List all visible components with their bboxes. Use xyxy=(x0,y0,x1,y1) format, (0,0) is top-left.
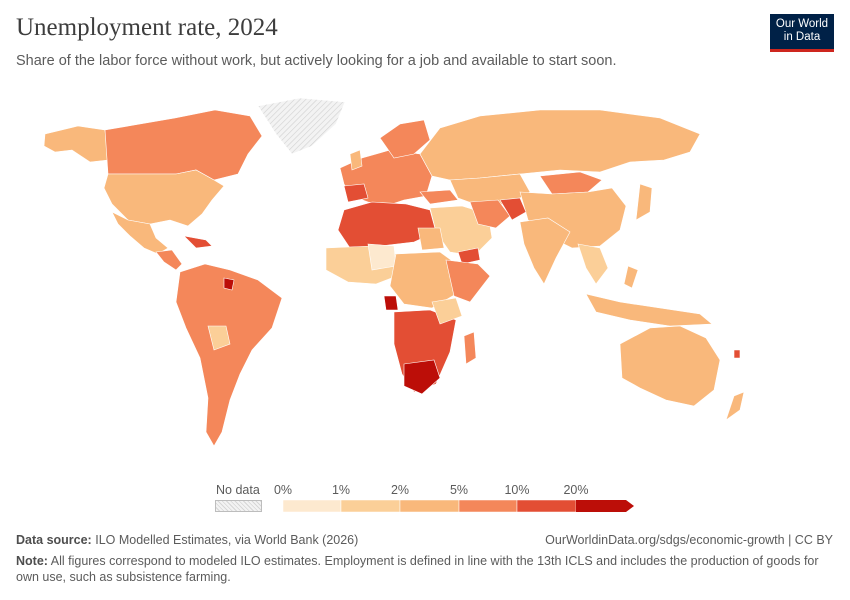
legend-bin-2[interactable] xyxy=(399,500,460,513)
region-madagascar[interactable] xyxy=(463,331,477,365)
legend-bin-3[interactable] xyxy=(458,500,518,513)
region-central-america[interactable] xyxy=(155,249,183,271)
legend-tick-2: 2% xyxy=(390,483,410,497)
region-south-america[interactable] xyxy=(175,263,283,447)
region-new-caledonia[interactable] xyxy=(733,349,741,359)
region-indonesia[interactable] xyxy=(585,293,713,327)
legend-color-scale[interactable] xyxy=(283,500,638,514)
region-philippines[interactable] xyxy=(623,265,639,289)
region-india[interactable] xyxy=(519,217,571,285)
logo-line-1: Our World xyxy=(775,18,829,30)
region-yemen[interactable] xyxy=(457,247,481,265)
data-source-link[interactable]: ILO Modelled Estimates, via World Bank (… xyxy=(95,533,359,547)
region-iran[interactable] xyxy=(469,199,511,229)
chart-title: Unemployment rate, 2024 xyxy=(16,14,278,41)
chart-subtitle: Share of the labor force without work, b… xyxy=(16,53,617,69)
legend-bin-4[interactable] xyxy=(516,500,577,513)
data-source-label: Data source: xyxy=(16,533,92,547)
world-map[interactable] xyxy=(0,88,850,468)
data-source: Data source: ILO Modelled Estimates, via… xyxy=(16,533,358,547)
legend-bin-0[interactable] xyxy=(283,500,342,513)
owid-url-link[interactable]: OurWorldinData.org/sdgs/economic-growth … xyxy=(545,533,833,547)
legend-bin-1[interactable] xyxy=(340,500,401,513)
region-usa[interactable] xyxy=(103,169,225,227)
region-alaska[interactable] xyxy=(43,125,109,163)
region-turkey[interactable] xyxy=(419,189,459,205)
region-caribbean[interactable] xyxy=(183,235,213,249)
region-se-asia[interactable] xyxy=(577,243,609,285)
legend-tick-0: 0% xyxy=(273,483,293,497)
region-mongolia[interactable] xyxy=(539,171,603,195)
region-mali[interactable] xyxy=(367,243,397,271)
region-greenland[interactable] xyxy=(257,97,346,155)
region-canada[interactable] xyxy=(104,109,263,181)
region-australia[interactable] xyxy=(619,325,721,407)
region-horn-africa[interactable] xyxy=(445,259,491,303)
region-russia[interactable] xyxy=(419,109,701,181)
note-text: All figures correspond to modeled ILO es… xyxy=(16,554,819,584)
chart-note: Note: All figures correspond to modeled … xyxy=(16,553,831,585)
region-japan[interactable] xyxy=(635,183,653,221)
legend-tick-5: 20% xyxy=(563,483,589,497)
logo-line-2: in Data xyxy=(783,31,821,43)
region-egypt[interactable] xyxy=(417,227,445,251)
region-guianas[interactable] xyxy=(223,277,235,291)
region-uk[interactable] xyxy=(349,149,363,171)
region-gabon[interactable] xyxy=(383,295,399,311)
legend-no-data-swatch[interactable] xyxy=(215,500,262,512)
region-scandinavia[interactable] xyxy=(379,119,431,159)
legend-no-data-label: No data xyxy=(216,483,260,497)
region-new-zealand[interactable] xyxy=(725,391,745,421)
note-label: Note: xyxy=(16,554,48,568)
legend-tick-1: 1% xyxy=(331,483,351,497)
owid-logo[interactable]: Our World in Data xyxy=(770,14,834,52)
region-south-africa[interactable] xyxy=(403,359,441,395)
region-afghanistan[interactable] xyxy=(499,197,527,221)
region-bolivia[interactable] xyxy=(207,325,231,351)
legend-tick-4: 10% xyxy=(504,483,530,497)
region-east-africa[interactable] xyxy=(431,297,463,325)
legend-bin-5[interactable] xyxy=(576,500,634,512)
region-iberia[interactable] xyxy=(343,183,369,203)
legend-tick-3: 5% xyxy=(449,483,469,497)
